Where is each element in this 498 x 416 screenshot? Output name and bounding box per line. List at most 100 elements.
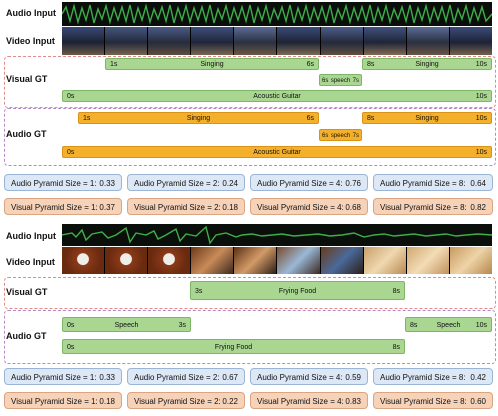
score-label: Audio Pyramid Size = 2: (134, 179, 220, 188)
score-value: 0.64 (470, 179, 486, 188)
bar-name: Frying Food (214, 344, 253, 351)
bar-end: 10s (475, 93, 487, 100)
bar-end: 3s (178, 322, 186, 329)
score-label: Visual Pyramid Size = 1: (11, 397, 98, 406)
bar-name: Acoustic Guitar (253, 149, 301, 156)
bar-end: 10s (475, 149, 487, 156)
bar-name: Singing (415, 61, 439, 68)
bar-start: 8s (410, 322, 418, 329)
bar-name: Speech (114, 322, 139, 329)
visual-score-pyramid-2: Visual Pyramid Size = 2: 0.22 (127, 392, 245, 409)
score-label: Visual Pyramid Size = 4: (257, 203, 344, 212)
video-frame (234, 27, 278, 55)
audio-input-label: Audio Input (6, 231, 56, 241)
score-value: 0.37 (99, 203, 115, 212)
bar-name: Singing (200, 61, 224, 68)
score-value: 0.18 (222, 203, 238, 212)
audio-gt-bar-acoustic-guitar: 0s Acoustic Guitar 10s (62, 146, 492, 158)
score-label: Visual Pyramid Size = 1: (11, 203, 98, 212)
audio-score-pyramid-8: Audio Pyramid Size = 8: 0.64 (373, 174, 493, 191)
bar-name: speech (330, 78, 351, 84)
bar-start: 8s (367, 61, 375, 68)
video-frame (406, 27, 450, 55)
bar-start: 0s (67, 344, 75, 351)
bar-start: 0s (67, 93, 75, 100)
video-frame (62, 247, 106, 274)
bar-end: 8s (392, 344, 400, 351)
video-frame (320, 27, 364, 55)
bar-start: 3s (195, 288, 203, 295)
score-value: 0.24 (222, 179, 238, 188)
score-value: 0.33 (99, 179, 115, 188)
bar-end: 10s (475, 61, 487, 68)
audio-gt-box (4, 108, 496, 166)
audio-gt-box (4, 310, 496, 364)
audio-score-pyramid-1: Audio Pyramid Size = 1: 0.33 (4, 174, 122, 191)
score-label: Visual Pyramid Size = 8: (380, 397, 467, 406)
visual-score-pyramid-8: Visual Pyramid Size = 8: 0.60 (373, 392, 493, 409)
bar-name: Speech (436, 322, 461, 329)
score-label: Audio Pyramid Size = 1: (11, 179, 97, 188)
video-input-label: Video Input (6, 36, 55, 46)
audio-score-pyramid-1: Audio Pyramid Size = 1: 0.33 (4, 368, 122, 385)
video-frame (148, 247, 192, 274)
visual-gt-bar-acoustic-guitar: 0s Acoustic Guitar 10s (62, 90, 492, 102)
audio-gt-bar-singing-2: 8s Singing 10s (362, 112, 492, 124)
audio-score-pyramid-8: Audio Pyramid Size = 8: 0.42 (373, 368, 493, 385)
bar-start: 1s (110, 61, 118, 68)
audio-gt-bar-speech-1: 0s Speech 3s (62, 317, 191, 332)
bar-start: 0s (67, 149, 75, 156)
video-frame (105, 27, 149, 55)
score-value: 0.67 (222, 373, 238, 382)
video-frame (234, 247, 278, 274)
audio-score-pyramid-2: Audio Pyramid Size = 2: 0.67 (127, 368, 245, 385)
audio-input-label: Audio Input (6, 8, 56, 18)
video-frame (191, 27, 235, 55)
bar-end: 6s (306, 61, 314, 68)
visual-gt-bar-frying-food: 3s Frying Food 8s (190, 281, 405, 300)
visual-gt-bar-singing-2: 8s Singing 10s (362, 58, 492, 70)
audio-gt-bar-speech-2: 8s Speech 10s (405, 317, 492, 332)
visual-score-pyramid-1: Visual Pyramid Size = 1: 0.37 (4, 198, 122, 215)
score-label: Audio Pyramid Size = 4: (257, 373, 343, 382)
score-value: 0.42 (470, 373, 486, 382)
audio-gt-label: Audio GT (6, 331, 47, 341)
bar-end: 7s (352, 78, 359, 84)
video-frame (105, 247, 149, 274)
bar-start: 1s (83, 115, 91, 122)
bar-name: Frying Food (278, 288, 317, 295)
visual-score-pyramid-8: Visual Pyramid Size = 8: 0.82 (373, 198, 493, 215)
waveform-graphic (62, 3, 492, 25)
video-frame (277, 247, 321, 274)
audio-gt-label: Audio GT (6, 129, 47, 139)
video-frames-strip (62, 27, 492, 55)
visual-score-pyramid-1: Visual Pyramid Size = 1: 0.18 (4, 392, 122, 409)
video-frame (363, 27, 407, 55)
score-label: Audio Pyramid Size = 8: (380, 373, 466, 382)
visual-gt-box (4, 56, 496, 108)
visual-score-pyramid-2: Visual Pyramid Size = 2: 0.18 (127, 198, 245, 215)
visual-gt-box (4, 277, 496, 309)
visual-gt-bar-singing-1: 1s Singing 6s (105, 58, 319, 70)
video-frames-strip (62, 247, 492, 274)
bar-end: 8s (392, 288, 400, 295)
score-value: 0.59 (345, 373, 361, 382)
score-value: 0.68 (345, 203, 361, 212)
bar-end: 6s (306, 115, 314, 122)
visual-gt-bar-speech: 6s speech 7s (319, 74, 362, 86)
video-frame (320, 247, 364, 274)
bar-name: Acoustic Guitar (253, 93, 301, 100)
audio-waveform (62, 2, 492, 26)
visual-score-pyramid-4: Visual Pyramid Size = 4: 0.68 (250, 198, 368, 215)
bar-start: 6s (322, 133, 329, 139)
video-frame (148, 27, 192, 55)
bar-name: speech (330, 133, 351, 139)
video-frame (406, 247, 450, 274)
audio-score-pyramid-4: Audio Pyramid Size = 4: 0.76 (250, 174, 368, 191)
bar-name: Singing (186, 115, 211, 122)
video-frame (62, 27, 106, 55)
score-label: Visual Pyramid Size = 2: (134, 203, 221, 212)
bar-end: 7s (352, 133, 359, 139)
bar-start: 6s (322, 78, 329, 84)
score-value: 0.82 (470, 203, 486, 212)
